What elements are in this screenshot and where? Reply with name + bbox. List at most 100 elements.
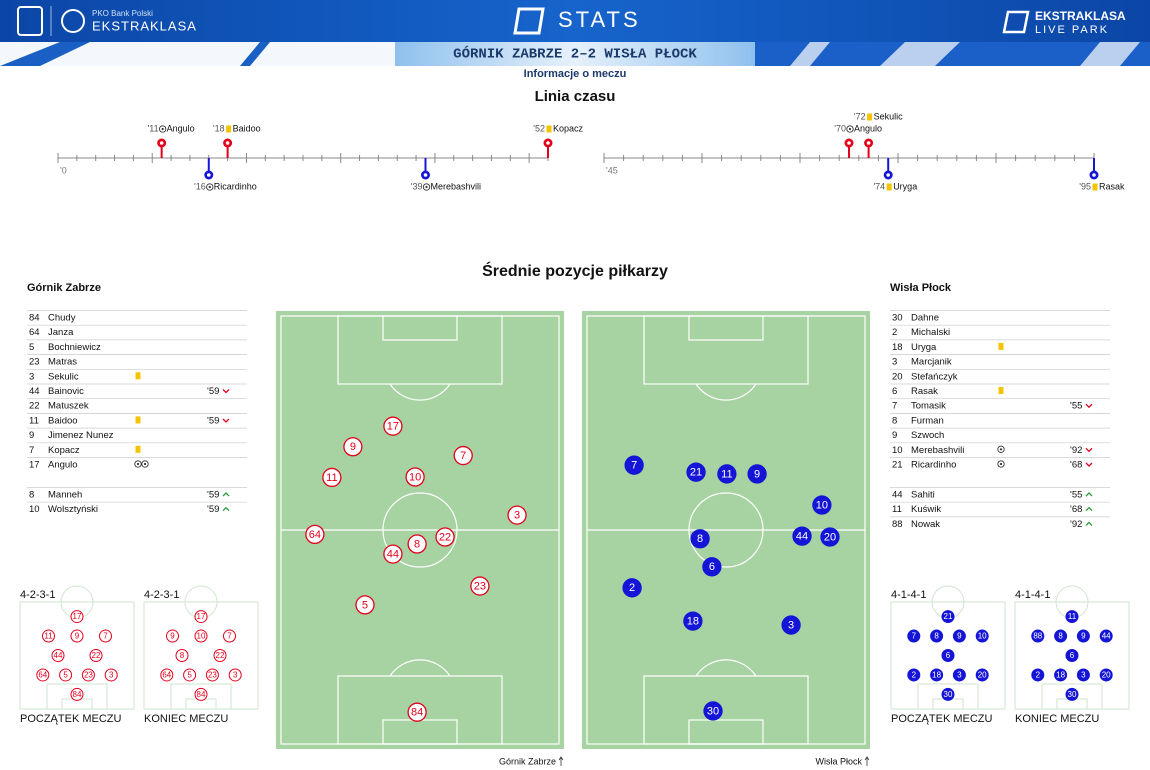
mini-player	[175, 649, 189, 662]
player-marker	[305, 524, 325, 545]
player-shirt: 7	[29, 445, 34, 456]
mini-player	[1031, 629, 1045, 643]
player-number: 11	[721, 468, 732, 480]
mini-player-number: 9	[170, 632, 175, 641]
event-player: Merebashvili	[431, 181, 482, 191]
player-marker	[507, 505, 527, 525]
event-pin-center	[159, 141, 164, 145]
player-number: 84	[411, 707, 423, 719]
sub-minute: '68	[1070, 460, 1082, 471]
mini-player	[194, 687, 208, 701]
player-name: Matras	[48, 357, 77, 368]
player-marker	[343, 437, 363, 457]
event-pin-center	[886, 173, 890, 177]
mini-player-number: 20	[1102, 671, 1111, 680]
player-number: 2	[629, 582, 635, 594]
mini-player-number: 44	[1102, 632, 1111, 641]
event-pin-center	[847, 141, 851, 145]
penalty-arc	[695, 659, 757, 677]
mini-player-number: 23	[84, 671, 93, 680]
mini-player	[1065, 610, 1079, 624]
yellow-card-icon	[226, 125, 232, 133]
player-shirt: 2	[892, 327, 897, 338]
player-number: 10	[816, 499, 828, 511]
player-shirt: 10	[29, 504, 40, 515]
formation-shape: 4-1-4-1	[1015, 589, 1050, 601]
player-shirt: 21	[892, 460, 903, 471]
player-name: Sekulic	[48, 371, 79, 382]
player-name: Manneh	[48, 490, 82, 501]
player-number: 9	[754, 468, 760, 480]
player-marker	[383, 544, 403, 564]
sub-arrow	[1085, 506, 1093, 512]
player-marker	[747, 464, 767, 484]
mini-player	[930, 668, 944, 682]
mini-player	[160, 668, 174, 682]
mini-player	[1054, 629, 1068, 643]
penalty-arc	[695, 383, 757, 401]
yellow-card-icon	[998, 387, 1004, 394]
mini-player	[59, 668, 73, 682]
player-name: Ricardinho	[911, 460, 956, 471]
player-shirt: 30	[892, 313, 903, 324]
sub-arrow	[222, 492, 230, 497]
player-name: Jimenez Nunez	[48, 430, 114, 441]
mini-player	[183, 668, 197, 682]
event-minute: '72	[854, 111, 866, 121]
event-minute: '95	[1079, 181, 1091, 191]
player-name: Marcjanik	[911, 357, 952, 368]
sub-minute: '59	[207, 386, 219, 397]
event-minute: '11	[148, 123, 159, 133]
goal-icon-dot	[999, 448, 1003, 451]
mini-player-number: 3	[233, 671, 238, 680]
mini-player	[952, 668, 966, 682]
sub-minute: '92	[1070, 445, 1082, 456]
player-marker	[405, 467, 425, 487]
mini-player	[930, 629, 944, 643]
mini-player-number: 6	[1070, 651, 1075, 660]
player-marker	[624, 455, 644, 475]
sub-arrow	[1085, 521, 1093, 526]
goal-icon-dot	[208, 185, 211, 189]
mini-player-number: 7	[912, 632, 917, 641]
player-name: Bochniewicz	[48, 342, 101, 353]
player-marker	[383, 416, 403, 436]
player-shirt: 6	[892, 386, 897, 397]
player-marker	[470, 576, 490, 596]
bank-name: PKO Bank Polski	[92, 9, 153, 18]
mini-player	[42, 629, 55, 643]
player-marker	[686, 462, 706, 482]
mini-player-number: 8	[180, 651, 185, 660]
mini-player-number: 22	[216, 651, 225, 660]
mini-player	[941, 649, 955, 662]
event-pin-center	[1092, 173, 1096, 177]
player-marker	[690, 529, 710, 549]
sub-arrow	[1085, 447, 1093, 453]
sub-arrow	[222, 418, 230, 423]
sub-minute: '92	[1070, 519, 1082, 530]
yellow-card-icon	[135, 372, 141, 380]
player-shirt: 84	[29, 313, 40, 324]
player-number: 7	[460, 450, 466, 462]
player-number: 7	[631, 460, 637, 472]
player-marker	[702, 557, 722, 577]
player-name: Stefańczyk	[911, 371, 958, 382]
pitch-team-label: Wisła Płock	[815, 756, 862, 766]
player-shirt: 10	[892, 445, 903, 456]
mini-player	[194, 629, 208, 643]
player-number: 3	[788, 619, 794, 631]
player-shirt: 8	[892, 415, 897, 426]
mini-player	[70, 610, 84, 624]
player-shirt: 23	[29, 357, 40, 368]
event-pin-center	[225, 141, 230, 145]
player-shirt: 11	[29, 415, 39, 426]
mini-player	[907, 668, 921, 682]
player-shirt: 22	[29, 401, 40, 412]
event-player: Angulo	[167, 123, 195, 133]
player-number: 44	[796, 531, 808, 543]
player-marker	[717, 464, 737, 484]
mini-player-number: 7	[103, 632, 108, 641]
player-name: Rasak	[911, 386, 938, 397]
mini-player	[70, 629, 84, 643]
sub-minute: '55	[1070, 401, 1082, 412]
